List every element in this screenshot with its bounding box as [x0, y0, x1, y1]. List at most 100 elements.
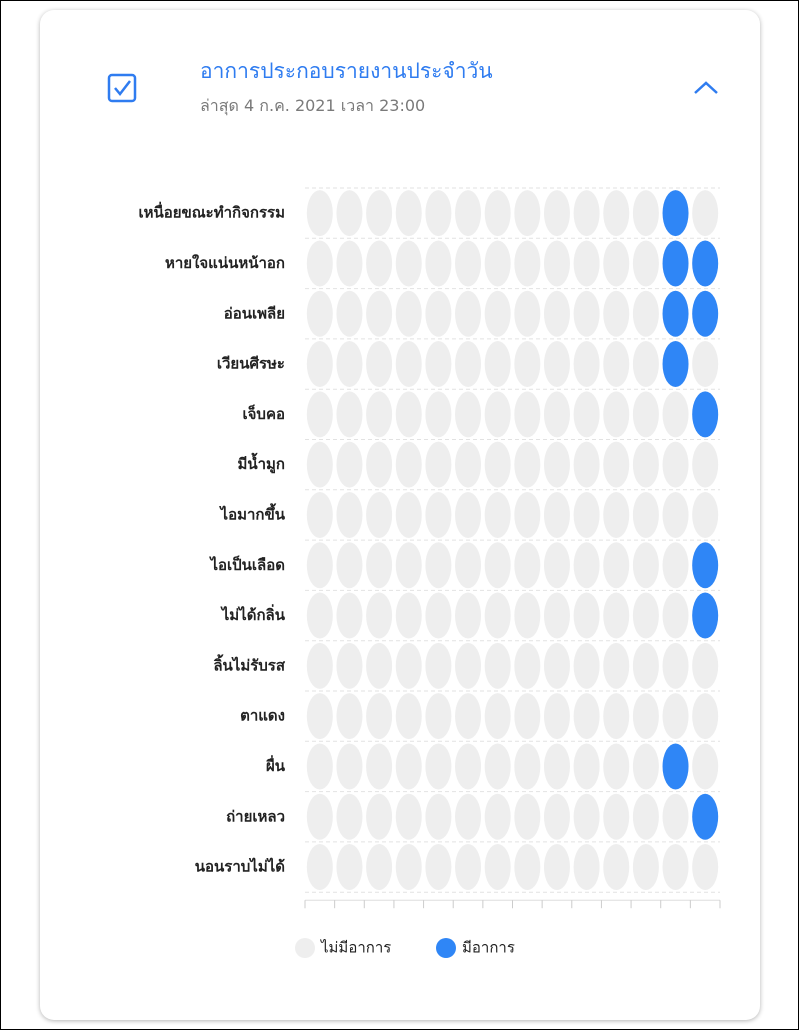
symptom-cell [395, 693, 422, 740]
legend-swatch [436, 938, 456, 958]
symptom-cell [662, 491, 689, 538]
symptom-cell [395, 290, 422, 337]
symptom-cell [395, 592, 422, 639]
symptom-cell [543, 844, 570, 891]
symptom-cell [632, 743, 659, 790]
symptom-cell [543, 190, 570, 237]
symptom-cell [573, 190, 600, 237]
card-subtitle: ล่าสุด 4 ก.ค. 2021 เวลา 23:00 [200, 96, 425, 116]
symptom-cell [662, 441, 689, 488]
symptom-cell [484, 793, 511, 840]
symptom-cell [543, 642, 570, 689]
symptom-cell [692, 441, 719, 488]
symptom-cell [484, 341, 511, 388]
symptom-cell [484, 844, 511, 891]
symptom-cell [484, 491, 511, 538]
symptom-cell [543, 491, 570, 538]
symptom-cell [662, 844, 689, 891]
symptom-cell [573, 592, 600, 639]
symptom-cell [455, 290, 482, 337]
symptom-cell [484, 240, 511, 287]
symptom-cell [632, 642, 659, 689]
symptom-cell [366, 592, 393, 639]
symptom-cell [543, 592, 570, 639]
symptom-cell [632, 793, 659, 840]
symptom-cell [395, 542, 422, 589]
row-label: ไม่ได้กลิ่น [220, 604, 286, 624]
symptom-cell [425, 441, 452, 488]
symptom-cell [632, 341, 659, 388]
symptom-cell [455, 441, 482, 488]
symptom-cell [662, 642, 689, 689]
symptom-cell [306, 592, 333, 639]
symptom-cell [395, 743, 422, 790]
symptom-cell [692, 290, 719, 337]
symptom-cell [573, 441, 600, 488]
symptom-cell [573, 542, 600, 589]
symptom-cell [692, 844, 719, 891]
symptom-cell [425, 793, 452, 840]
symptom-cell [603, 693, 630, 740]
symptom-cell [336, 592, 363, 639]
symptom-cell [573, 290, 600, 337]
symptom-cell [514, 290, 541, 337]
symptom-cell [336, 693, 363, 740]
symptom-cell [455, 391, 482, 438]
collapse-chevron[interactable] [694, 81, 718, 94]
symptom-cell [306, 341, 333, 388]
row-label: ไอมากขึ้น [219, 502, 286, 523]
symptom-cell [425, 844, 452, 891]
row-label: ตาแดง [240, 707, 285, 725]
symptom-cell [603, 240, 630, 287]
symptom-cell [306, 240, 333, 287]
symptom-cell [632, 542, 659, 589]
symptom-cell [366, 642, 393, 689]
symptom-cell [573, 844, 600, 891]
symptom-cell [603, 341, 630, 388]
symptom-cell [306, 290, 333, 337]
symptom-cell [395, 844, 422, 891]
symptom-cell [366, 491, 393, 538]
checkbox[interactable] [107, 73, 137, 103]
symptom-cell [662, 391, 689, 438]
symptom-cell [395, 240, 422, 287]
symptom-cell [632, 441, 659, 488]
symptom-cell [573, 743, 600, 790]
symptom-cell [543, 341, 570, 388]
symptom-cell [336, 793, 363, 840]
symptom-cell [692, 542, 719, 589]
symptom-cell [366, 542, 393, 589]
symptom-cell [455, 592, 482, 639]
symptom-cell [366, 743, 393, 790]
symptom-cell [425, 290, 452, 337]
symptom-cell [514, 693, 541, 740]
symptom-cell [662, 240, 689, 287]
symptom-cell [484, 391, 511, 438]
legend-label: มีอาการ [462, 939, 515, 957]
symptom-cell [632, 290, 659, 337]
symptom-cell [455, 793, 482, 840]
symptom-cell [395, 391, 422, 438]
symptom-cell [514, 542, 541, 589]
symptom-cell [366, 441, 393, 488]
symptom-cell [632, 190, 659, 237]
row-label: มีน้ำมูก [237, 452, 285, 474]
symptom-cell [306, 642, 333, 689]
symptom-cell [336, 743, 363, 790]
symptom-cell [692, 592, 719, 639]
symptom-cell [573, 491, 600, 538]
symptom-cell [692, 743, 719, 790]
symptom-cell [543, 441, 570, 488]
symptom-cell [662, 743, 689, 790]
symptom-cell [514, 391, 541, 438]
symptom-cell [514, 491, 541, 538]
symptom-cell [455, 240, 482, 287]
symptom-cell [632, 592, 659, 639]
row-label: ถ่ายเหลว [226, 807, 285, 825]
symptom-cell [543, 240, 570, 287]
symptom-cell [603, 743, 630, 790]
symptom-cell [573, 391, 600, 438]
symptom-cell [692, 391, 719, 438]
